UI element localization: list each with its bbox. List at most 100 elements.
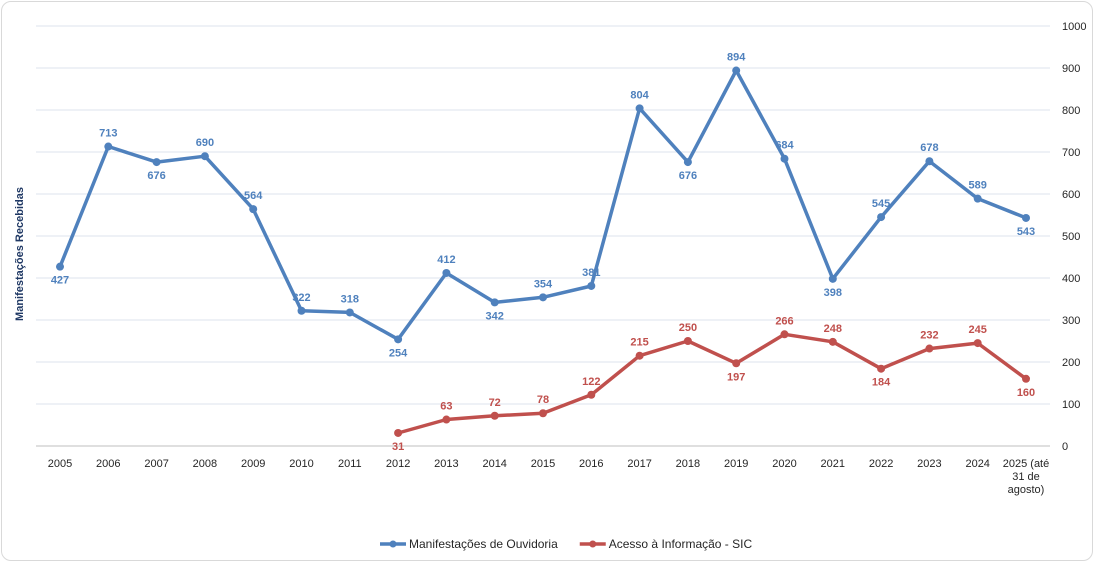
y-tick-label: 1000 (1062, 21, 1086, 33)
data-label: 543 (1017, 226, 1035, 238)
data-label: 184 (872, 377, 891, 389)
data-label: 197 (727, 371, 745, 383)
data-point (394, 428, 403, 437)
data-label: 684 (775, 140, 794, 152)
data-label: 318 (341, 293, 359, 305)
data-label: 250 (679, 322, 697, 334)
y-tick-label: 600 (1062, 189, 1080, 201)
data-label: 342 (486, 310, 504, 322)
data-label: 894 (727, 52, 746, 64)
data-label: 72 (489, 397, 501, 409)
x-tick-label: 2023 (917, 458, 941, 470)
x-tick-label: 2010 (289, 458, 313, 470)
data-point (249, 205, 258, 214)
data-point (539, 409, 547, 418)
gridlines (36, 25, 1050, 447)
x-tick-label-line: agosto) (1008, 484, 1045, 496)
data-point (56, 262, 64, 271)
data-point (877, 364, 886, 373)
data-label: 78 (537, 394, 549, 406)
data-label: 354 (534, 278, 553, 290)
data-label: 564 (244, 190, 263, 202)
x-tick-label: 2015 (531, 458, 555, 470)
data-point (394, 335, 403, 344)
data-point (828, 337, 837, 346)
x-tick-label-line: 31 de (1012, 471, 1040, 483)
x-tick-label: 2006 (96, 458, 120, 470)
data-label: 232 (920, 330, 938, 342)
x-tick-label: 2024 (965, 458, 989, 470)
data-point (780, 154, 789, 163)
x-tick-label: 2012 (386, 458, 410, 470)
data-point (635, 104, 644, 113)
x-tick-label: 2011 (338, 458, 362, 470)
data-label: 412 (437, 254, 455, 266)
legend-label: Acesso à Informação - SIC (609, 537, 753, 551)
legend-item: Manifestações de Ouvidoria (380, 537, 558, 551)
x-tick-label: 2005 (48, 458, 72, 470)
data-point (490, 411, 499, 420)
data-point (635, 351, 644, 360)
data-point (828, 274, 837, 283)
y-tick-label: 100 (1062, 399, 1080, 411)
y-tick-label: 300 (1062, 315, 1080, 327)
data-point (877, 213, 886, 222)
data-point (442, 415, 451, 424)
x-tick-label: 2009 (241, 458, 265, 470)
data-point (973, 339, 982, 348)
x-tick-label: 2013 (434, 458, 458, 470)
data-point (683, 337, 692, 345)
legend-swatch-marker (389, 540, 397, 548)
data-point (732, 359, 741, 368)
data-label: 215 (630, 337, 648, 349)
data-point (683, 158, 692, 167)
x-tick-label: 2017 (627, 458, 651, 470)
data-point (442, 268, 451, 277)
legend-item: Acesso à Informação - SIC (579, 537, 753, 551)
legend-label: Manifestações de Ouvidoria (409, 537, 558, 551)
data-label: 31 (392, 441, 404, 453)
y-tick-label: 700 (1062, 147, 1080, 159)
x-axis-ticks: 2005 2006 2007 2008 2009 2010 2011 2012 2013 2014… (48, 458, 1049, 496)
series-line-1 (396, 332, 1028, 435)
data-point (587, 281, 596, 290)
y-tick-label: 400 (1062, 273, 1080, 285)
data-label: 254 (389, 347, 408, 359)
x-tick-label: 2018 (676, 458, 700, 470)
data-point (200, 152, 209, 161)
data-label: 248 (824, 323, 842, 335)
data-point (104, 142, 113, 151)
data-point (1022, 374, 1030, 383)
data-label: 245 (969, 324, 987, 336)
x-tick-label: 2020 (772, 458, 796, 470)
data-label: 804 (630, 89, 649, 101)
data-point (1022, 213, 1030, 222)
x-tick-label: 2014 (482, 458, 506, 470)
x-tick-label: 2022 (869, 458, 893, 470)
legend: Manifestações de Ouvidoria Acesso à Infor… (380, 537, 752, 551)
y-tick-label: 800 (1062, 105, 1080, 117)
x-tick-label: 2008 (193, 458, 217, 470)
data-point (780, 330, 789, 339)
data-point (152, 158, 161, 167)
x-tick-label: 2025 (até 31 de agosto) (1003, 458, 1049, 496)
data-label: 122 (582, 376, 600, 388)
data-label: 160 (1017, 387, 1035, 399)
data-point (925, 157, 934, 166)
y-axis-title: Manifestações Recebidas (14, 187, 26, 321)
data-point (925, 344, 934, 353)
data-label: 427 (51, 275, 69, 287)
data-label: 678 (920, 142, 938, 154)
x-tick-label-line: 2025 (até (1003, 458, 1049, 470)
data-label: 266 (775, 315, 793, 327)
data-label: 713 (99, 128, 117, 140)
legend-swatch-marker (589, 540, 597, 548)
data-point (732, 66, 741, 75)
data-label: 589 (969, 180, 987, 192)
data-label: 676 (679, 170, 697, 182)
data-label: 381 (582, 267, 600, 279)
y-tick-label: 0 (1062, 441, 1068, 453)
data-label: 398 (824, 287, 842, 299)
data-labels: 427 713 676 690 564 322 318 254 412 342 354 381 804 6… (51, 52, 1035, 453)
